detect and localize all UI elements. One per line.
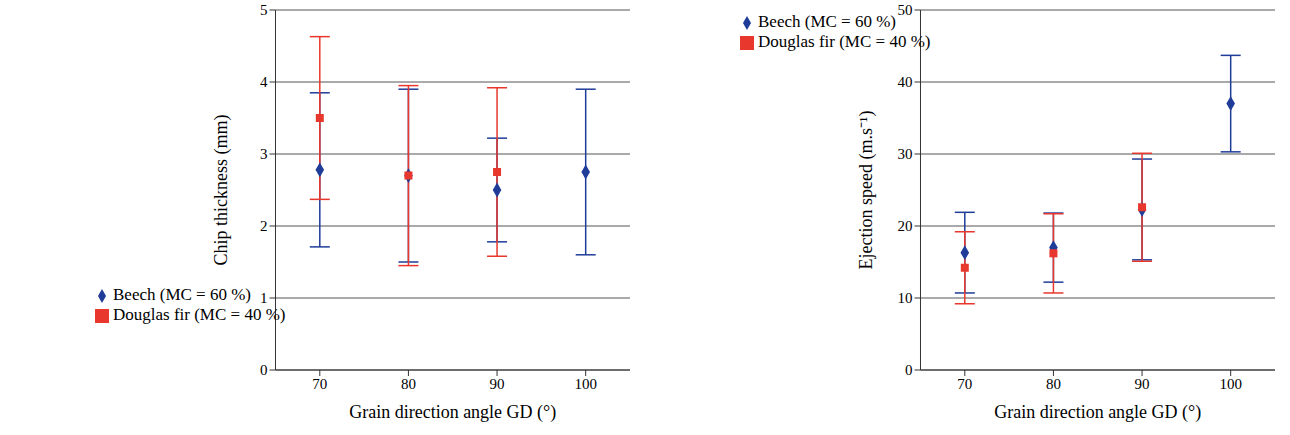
svg-text:100: 100 [574,376,597,392]
svg-text:20: 20 [897,218,912,234]
svg-text:5: 5 [260,2,268,18]
svg-text:70: 70 [957,376,972,392]
svg-text:90: 90 [1135,376,1150,392]
html-text:Douglas fir (MC = 40 %): Douglas fir (MC = 40 %) [113,305,286,324]
svg-text:Ejection speed (m.s⁻¹): Ejection speed (m.s⁻¹) [856,111,877,270]
svg-text:3: 3 [260,146,268,162]
svg-text:Grain direction angle GD (°): Grain direction angle GD (°) [349,402,556,423]
html-text:Douglas fir (MC = 40 %): Douglas fir (MC = 40 %) [758,32,931,51]
svg-text:80: 80 [1046,376,1061,392]
svg-text:10: 10 [897,290,912,306]
svg-text:4: 4 [260,74,268,90]
svg-text:2: 2 [260,218,268,234]
svg-text:40: 40 [897,74,912,90]
svg-text:Chip thickness (mm): Chip thickness (mm) [211,115,232,266]
svg-text:80: 80 [401,376,416,392]
svg-text:Grain direction angle GD (°): Grain direction angle GD (°) [994,402,1201,423]
svg-text:50: 50 [897,2,912,18]
svg-text:90: 90 [490,376,505,392]
svg-text:100: 100 [1219,376,1242,392]
svg-text:0: 0 [905,362,913,378]
svg-text:0: 0 [260,362,268,378]
html-text:Beech (MC = 60 %): Beech (MC = 60 %) [758,12,896,31]
svg-text:70: 70 [312,376,327,392]
svg-text:30: 30 [897,146,912,162]
html-text:Beech (MC = 60 %): Beech (MC = 60 %) [113,285,251,304]
svg-text:1: 1 [260,290,268,306]
